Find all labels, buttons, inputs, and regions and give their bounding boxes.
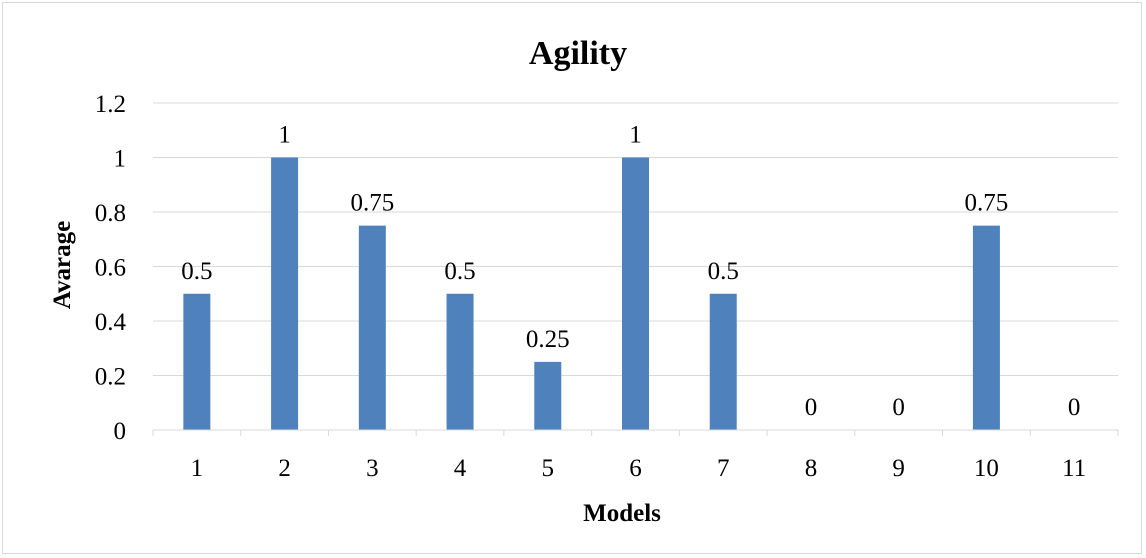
bar [972,225,1000,430]
bar [709,293,737,430]
x-axis-title: Models [583,500,661,527]
x-tick-label: 6 [629,455,642,482]
x-tick-label: 5 [542,455,555,482]
y-tick-label: 1 [114,146,127,173]
x-tick-label: 3 [366,455,379,482]
x-tick-label: 4 [454,455,467,482]
x-tick-label: 2 [278,455,291,482]
data-label: 1 [629,122,642,149]
bars [183,157,1000,430]
bar [534,361,562,430]
bar [446,293,474,430]
x-tick-labels: 1 2 3 4 5 6 7 8 9 10 11 [191,455,1087,482]
data-label: 0.5 [444,258,475,285]
data-label: 1 [278,122,291,149]
x-tick-label: 10 [974,455,999,482]
bar [183,293,211,430]
x-tick-label: 9 [892,455,905,482]
data-label: 0 [1068,394,1081,421]
bar [358,225,386,430]
y-tick-label: 0.2 [95,364,126,391]
y-tick-labels: 0 0.2 0.4 0.6 0.8 1 1.2 [95,91,127,445]
x-tick-label: 1 [191,455,204,482]
data-label: 0.5 [708,258,739,285]
data-label: 0 [892,394,905,421]
y-tick-label: 0.4 [95,309,127,336]
x-axis [152,429,1119,436]
chart-title: Agility [529,35,627,72]
x-tick-label: 7 [717,455,730,482]
y-axis-title: Avarage [49,221,76,309]
y-tick-label: 0.6 [95,255,126,282]
data-labels: 0.5 1 0.75 0.5 0.25 1 0.5 0 0 0.75 0 [181,122,1080,422]
data-label: 0.5 [181,258,212,285]
data-label: 0.75 [965,190,1009,217]
data-label: 0.25 [526,326,570,353]
bar [271,157,299,430]
y-tick-label: 0 [114,418,127,445]
data-label: 0 [805,394,818,421]
x-tick-label: 8 [805,455,818,482]
x-tick-label: 11 [1062,455,1086,482]
data-label: 0.75 [350,190,394,217]
bar [622,157,649,430]
y-tick-label: 1.2 [95,91,126,118]
y-tick-label: 0.8 [95,200,126,227]
